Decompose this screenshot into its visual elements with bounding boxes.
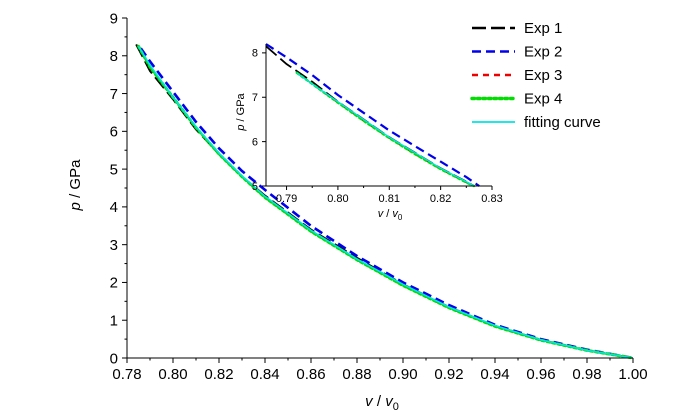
- x-tick-label: 0.88: [342, 366, 371, 383]
- legend-label-exp-2: Exp 2: [524, 44, 562, 61]
- y-tick-label: 7: [110, 86, 118, 103]
- inset-x-axis-label-sub: 0: [398, 213, 403, 222]
- x-axis-label-sep: /: [373, 393, 386, 410]
- inset-y-tick-label: 5: [252, 181, 258, 193]
- inset-series-group: [265, 43, 480, 188]
- inset-y-tick-label: 8: [252, 48, 258, 60]
- y-tick-label: 9: [110, 10, 118, 27]
- y-tick-label: 1: [110, 312, 118, 329]
- y-tick-label: 6: [110, 124, 118, 141]
- inset-x-axis-label-var: v: [378, 208, 385, 220]
- inset-x-tick-label: 0.82: [430, 193, 451, 205]
- inset-y-axis-label: p / GPa: [235, 92, 247, 131]
- inset-x-axis-label-sub-var: v: [392, 208, 399, 220]
- x-tick-label: 0.90: [388, 366, 417, 383]
- legend-label-fitting-curve: fitting curve: [524, 114, 601, 131]
- x-axis-label-var: v: [365, 393, 374, 410]
- series-fitting-curve: [137, 45, 634, 359]
- main-axes: 0.78 0.80 0.82 0.84 0.86 0.88 0.90 0.92 0.94 0.96…: [110, 10, 648, 383]
- y-tick-label: 5: [110, 161, 118, 178]
- inset-x-tick-label: 0.79: [276, 193, 297, 205]
- legend: Exp 1 Exp 2 Exp 3 Exp 4 fitting curve: [470, 20, 601, 131]
- inset-y-axis-label-var: p: [235, 125, 247, 132]
- main-series-group: [135, 43, 635, 360]
- x-tick-label: 0.78: [112, 366, 141, 383]
- legend-label-exp-1: Exp 1: [524, 20, 562, 37]
- y-axis-label: p / GPa: [67, 159, 84, 212]
- inset-x-tick-label: 0.83: [481, 193, 502, 205]
- x-tick-label: 0.96: [526, 366, 555, 383]
- x-axis-label: v / v0: [365, 393, 399, 413]
- x-tick-label: 0.84: [250, 366, 279, 383]
- x-axis-label-sub: 0: [393, 401, 399, 413]
- inset-background: [262, 44, 494, 186]
- inset-y-axis-label-unit: / GPa: [235, 92, 247, 124]
- x-tick-label: 0.82: [204, 366, 233, 383]
- x-tick-label: 0.98: [572, 366, 601, 383]
- y-tick-label: 8: [110, 48, 118, 65]
- inset-x-tick-label: 0.80: [327, 193, 348, 205]
- inset-y-tick-label: 6: [252, 136, 258, 148]
- inset-x-axis-label-sep: /: [383, 208, 392, 220]
- inset-series-exp-2: [265, 43, 480, 187]
- inset-axes: 0.79 0.80 0.81 0.82 0.83 5 6 7 8: [252, 44, 503, 205]
- x-tick-label: 0.92: [434, 366, 463, 383]
- legend-label-exp-3: Exp 3: [524, 67, 562, 84]
- y-tick-label: 3: [110, 237, 118, 254]
- legend-label-exp-4: Exp 4: [524, 91, 562, 108]
- inset-x-axis-label: v / v0: [378, 208, 403, 222]
- y-tick-label: 2: [110, 275, 118, 292]
- inset-series-fitting-curve: [296, 72, 475, 187]
- x-axis-label-sub-var: v: [385, 393, 394, 410]
- y-axis-label-var: p: [67, 202, 84, 211]
- x-tick-label: 1.00: [618, 366, 647, 383]
- x-tick-label: 0.86: [296, 366, 325, 383]
- y-tick-label: 0: [110, 350, 118, 367]
- y-tick-label: 4: [110, 199, 118, 216]
- y-axis-label-unit: / GPa: [67, 159, 84, 202]
- inset-y-tick-label: 7: [252, 92, 258, 104]
- x-tick-label: 0.94: [480, 366, 509, 383]
- inset-x-tick-label: 0.81: [379, 193, 400, 205]
- main-chart: 0.78 0.80 0.82 0.84 0.86 0.88 0.90 0.92 0.94 0.96…: [67, 10, 648, 413]
- x-tick-label: 0.80: [158, 366, 187, 383]
